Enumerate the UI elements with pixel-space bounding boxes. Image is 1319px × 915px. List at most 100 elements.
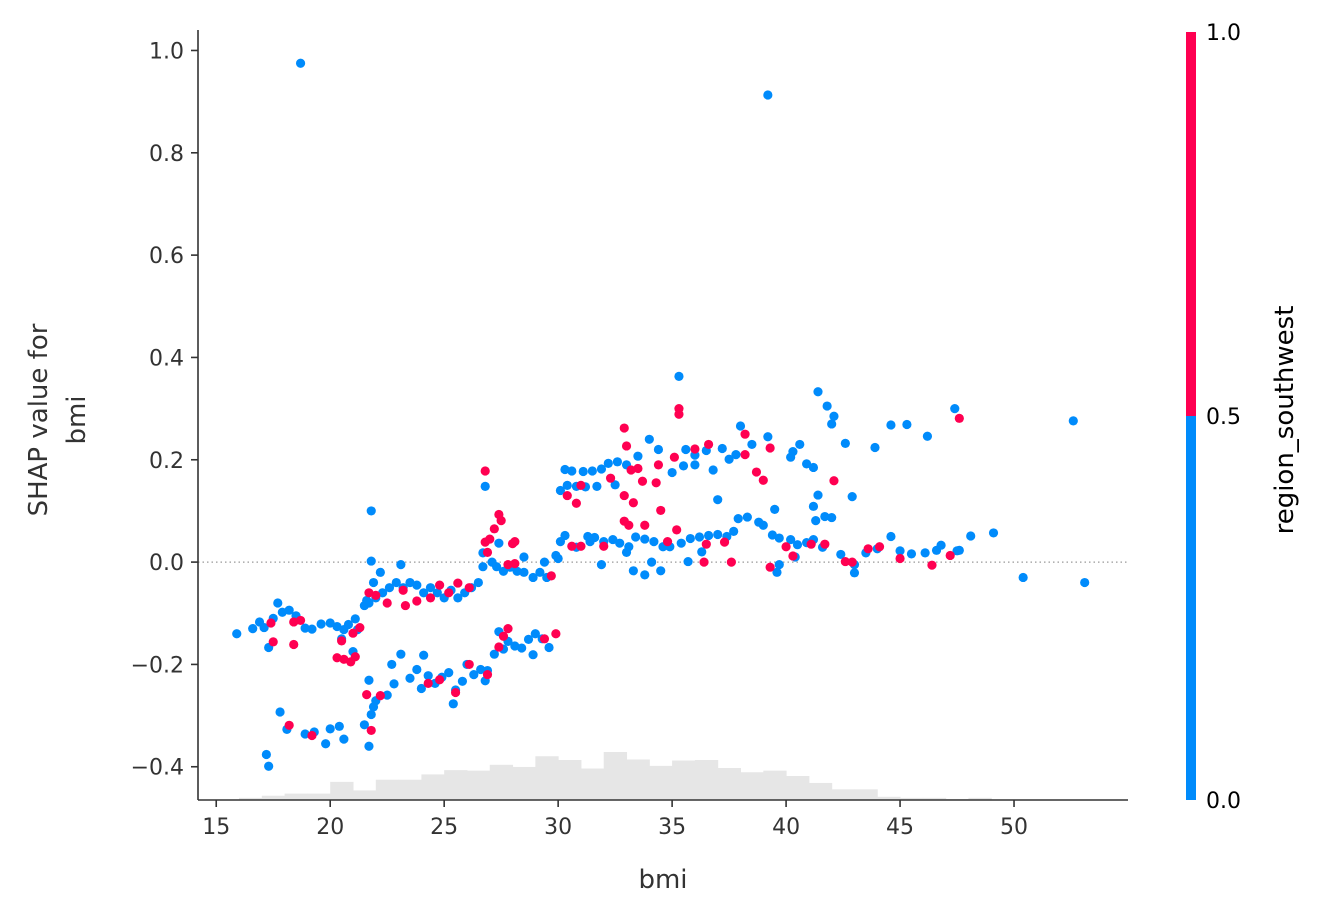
data-point-low bbox=[587, 466, 597, 476]
data-point-low bbox=[560, 464, 570, 475]
data-point-low bbox=[683, 556, 693, 567]
histogram-bar bbox=[831, 789, 855, 800]
data-point-low bbox=[615, 538, 625, 548]
data-point-low bbox=[647, 557, 657, 567]
x-tick-label: 50 bbox=[1000, 815, 1028, 840]
data-point-low bbox=[473, 577, 483, 588]
y-tick-label: 0.4 bbox=[149, 346, 184, 371]
data-point-high bbox=[751, 467, 762, 477]
data-point-low bbox=[681, 444, 691, 455]
data-point-low bbox=[802, 459, 812, 469]
y-tick-label: 0.8 bbox=[149, 142, 184, 167]
data-point-low bbox=[763, 90, 773, 100]
data-point-low bbox=[786, 534, 796, 545]
data-point-high bbox=[503, 624, 513, 634]
data-point-low bbox=[389, 679, 399, 689]
data-point-low bbox=[742, 512, 752, 522]
data-point-high bbox=[355, 622, 365, 633]
data-point-low bbox=[922, 431, 933, 441]
data-point-low bbox=[469, 670, 479, 680]
x-tick-label: 40 bbox=[772, 815, 800, 840]
data-point-high bbox=[674, 409, 684, 419]
data-point-high bbox=[350, 652, 360, 662]
data-point-low bbox=[747, 439, 757, 450]
data-point-high bbox=[435, 675, 445, 685]
histogram-bar bbox=[968, 797, 992, 800]
data-point-high bbox=[567, 541, 577, 551]
data-point-low bbox=[567, 466, 577, 476]
data-point-low bbox=[517, 643, 527, 653]
data-point-low bbox=[419, 588, 429, 598]
data-point-high bbox=[874, 542, 885, 552]
histogram-bar bbox=[877, 796, 901, 800]
data-point-low bbox=[674, 371, 684, 381]
data-point-high bbox=[498, 631, 509, 641]
data-point-low bbox=[954, 545, 964, 555]
x-tick-label: 45 bbox=[886, 815, 914, 840]
data-point-low bbox=[528, 572, 538, 583]
histogram-bar bbox=[900, 797, 924, 800]
data-point-low bbox=[480, 481, 490, 491]
data-point-high bbox=[945, 550, 955, 561]
data-point-low bbox=[512, 566, 522, 576]
data-point-high bbox=[551, 629, 561, 639]
y-axis-title-line1: SHAP value for bbox=[24, 323, 54, 516]
y-tick-label: −0.4 bbox=[131, 756, 184, 781]
data-point-high bbox=[435, 580, 445, 590]
scatter-points bbox=[232, 58, 1090, 771]
data-point-low bbox=[724, 454, 734, 464]
data-point-low bbox=[334, 721, 344, 731]
data-point-high bbox=[362, 690, 372, 700]
data-point-low bbox=[448, 699, 458, 709]
feature-histogram bbox=[239, 752, 992, 800]
x-tick-label: 30 bbox=[544, 815, 572, 840]
histogram-bar bbox=[398, 779, 422, 800]
data-point-high bbox=[633, 463, 643, 474]
data-point-low bbox=[562, 480, 572, 490]
data-point-high bbox=[364, 588, 374, 598]
data-point-low bbox=[432, 588, 442, 598]
data-point-low bbox=[300, 729, 310, 739]
y-tick-label: 0.0 bbox=[149, 551, 184, 576]
colorbar-tick-high: 1.0 bbox=[1206, 21, 1241, 46]
histogram-bar bbox=[261, 795, 286, 800]
histogram-bar bbox=[330, 781, 354, 800]
data-point-low bbox=[808, 462, 819, 473]
data-point-low bbox=[644, 434, 654, 444]
data-point-high bbox=[703, 439, 714, 450]
data-point-low bbox=[487, 557, 497, 567]
data-point-low bbox=[232, 629, 242, 639]
data-point-low bbox=[494, 538, 504, 548]
data-point-low bbox=[640, 534, 650, 544]
data-point-low bbox=[596, 560, 607, 570]
data-point-high bbox=[284, 720, 294, 730]
data-point-high bbox=[366, 725, 376, 736]
x-tick-label: 15 bbox=[202, 815, 230, 840]
data-point-high bbox=[266, 618, 276, 628]
data-point-low bbox=[840, 438, 850, 448]
data-point-low bbox=[300, 623, 310, 633]
data-point-high bbox=[332, 653, 342, 663]
data-point-low bbox=[708, 465, 718, 475]
data-point-low bbox=[375, 567, 385, 577]
data-point-high bbox=[507, 539, 518, 549]
data-point-low bbox=[384, 583, 395, 593]
data-point-low bbox=[612, 457, 623, 467]
data-point-high bbox=[626, 465, 636, 475]
data-point-low bbox=[555, 485, 566, 496]
data-point-low bbox=[273, 598, 283, 608]
data-point-low bbox=[763, 432, 773, 442]
histogram-bar bbox=[717, 768, 741, 800]
data-point-high bbox=[348, 628, 358, 638]
data-point-low bbox=[813, 490, 823, 500]
colorbar-title: region_southwest bbox=[1270, 306, 1300, 535]
data-point-low bbox=[391, 577, 401, 588]
data-point-low bbox=[690, 460, 700, 470]
data-point-low bbox=[936, 540, 946, 550]
data-point-low bbox=[425, 583, 436, 593]
data-point-low bbox=[368, 577, 379, 588]
y-tick-label: 0.2 bbox=[149, 449, 184, 474]
data-point-low bbox=[264, 761, 274, 771]
histogram-bar bbox=[694, 760, 719, 800]
